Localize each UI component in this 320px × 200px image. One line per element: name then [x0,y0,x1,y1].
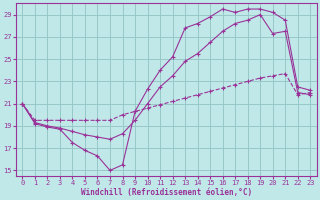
X-axis label: Windchill (Refroidissement éolien,°C): Windchill (Refroidissement éolien,°C) [81,188,252,197]
